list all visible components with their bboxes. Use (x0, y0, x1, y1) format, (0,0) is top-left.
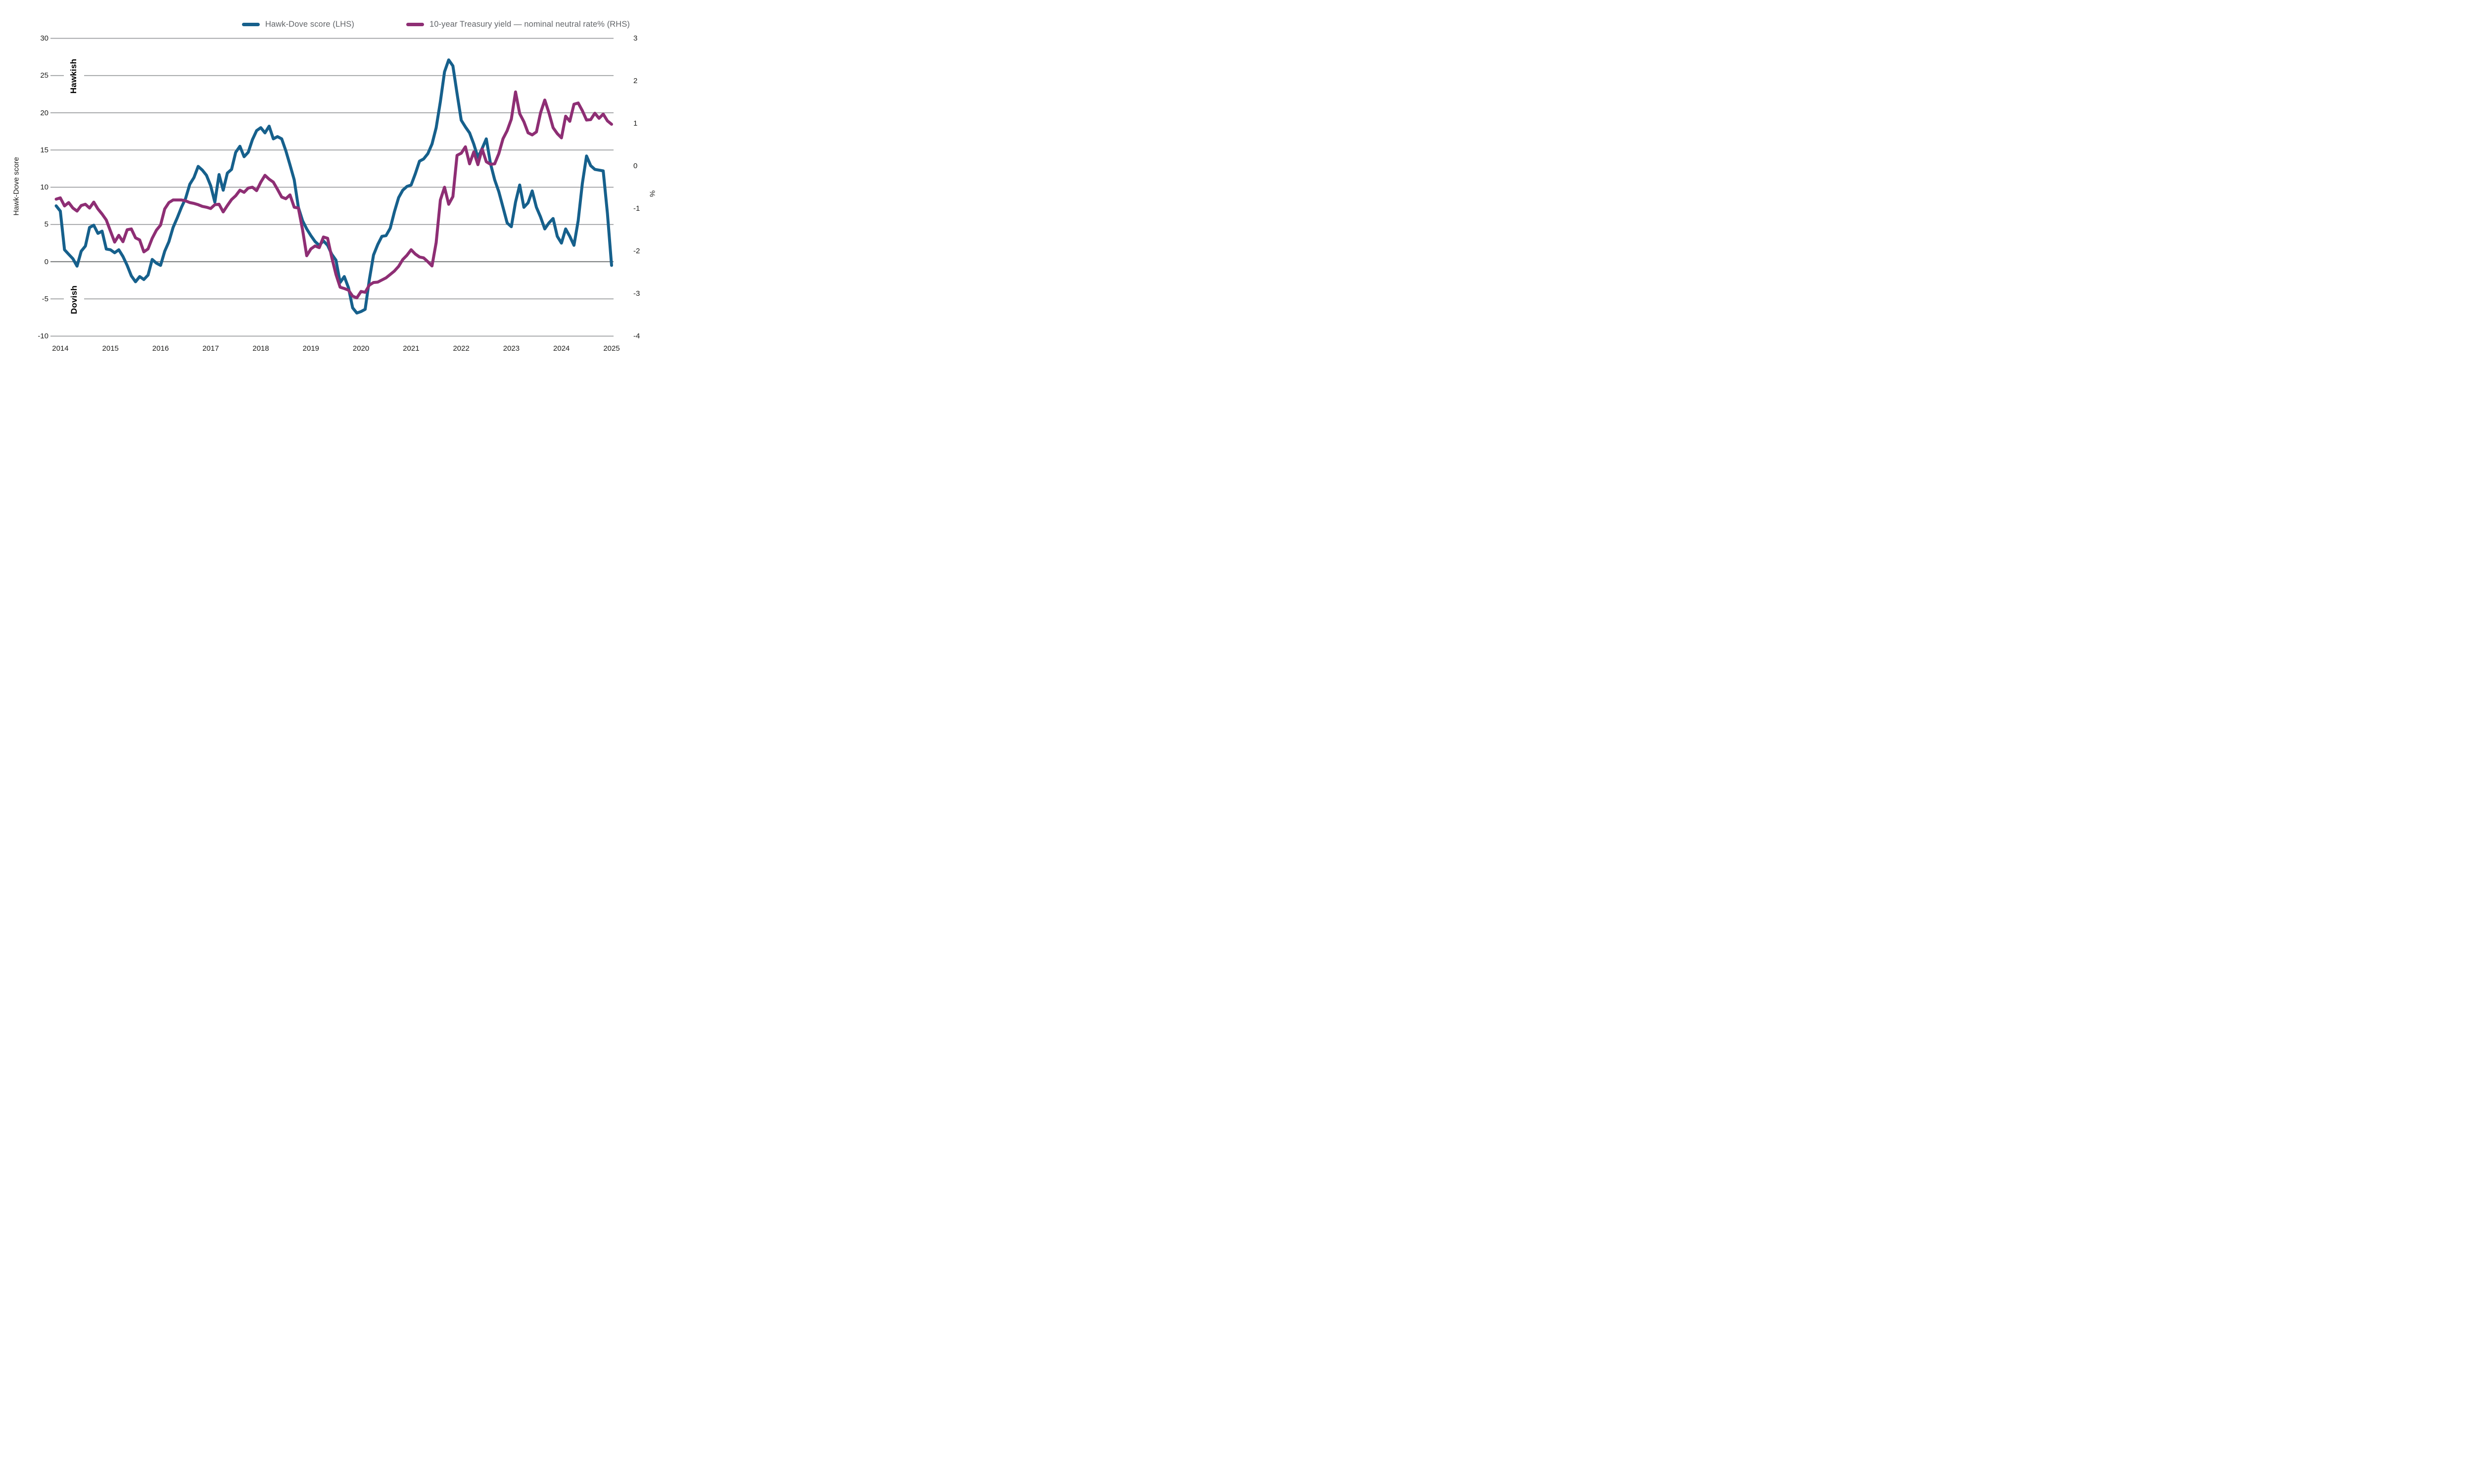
x-axis-label-2023: 2023 (503, 344, 520, 353)
y-axis-left-tick-5: 5 (44, 220, 48, 229)
dovish-zone-annotation: Dovish (64, 277, 84, 323)
dovish-label: Dovish (69, 285, 79, 314)
legend: Hawk-Dove score (LHS) 10-year Treasury y… (0, 19, 660, 30)
y-axis-right-tick--2: -2 (633, 247, 640, 255)
y-axis-right-tick--4: -4 (633, 332, 640, 340)
x-axis-label-2024: 2024 (553, 344, 570, 353)
hawkish-label: Hawkish (69, 58, 79, 94)
x-axis-label-2016: 2016 (152, 344, 169, 353)
y-axis-left-tick-30: 30 (40, 34, 48, 43)
y-axis-right-tick-1: 1 (633, 119, 638, 128)
y-axis-right-tick--3: -3 (633, 289, 640, 298)
x-axis-label-2014: 2014 (52, 344, 69, 353)
legend-item-treasury-yield: 10-year Treasury yield — nominal neutral… (406, 19, 630, 30)
x-axis-label-2020: 2020 (352, 344, 370, 353)
y-axis-left-tick-15: 15 (40, 145, 48, 154)
y-axis-right-tick-0: 0 (633, 162, 638, 170)
y-axis-right-tick-2: 2 (633, 77, 638, 85)
x-axis-label-2021: 2021 (403, 344, 420, 353)
right-axis-title: % (648, 190, 657, 197)
legend-swatch-hawk-dove-icon (242, 22, 260, 26)
y-axis-right-tick-3: 3 (633, 34, 638, 43)
x-axis-label-2025: 2025 (603, 344, 620, 353)
chart-container: Hawk-Dove score (LHS) 10-year Treasury y… (0, 0, 660, 371)
legend-label-treasury-yield: 10-year Treasury yield — nominal neutral… (429, 19, 630, 29)
series-line-treasury-yield (54, 90, 613, 300)
hawkish-zone-annotation: Hawkish (64, 52, 84, 100)
y-axis-left-tick-25: 25 (40, 71, 48, 80)
y-axis-left-tick-10: 10 (40, 183, 48, 191)
y-axis-right-tick--1: -1 (633, 204, 640, 213)
x-axis-label-2017: 2017 (202, 344, 219, 353)
legend-label-hawk-dove-score: Hawk-Dove score (LHS) (265, 19, 354, 29)
y-axis-left-tick--10: -10 (38, 332, 48, 340)
x-axis-label-2015: 2015 (102, 344, 119, 353)
y-axis-left-tick-20: 20 (40, 108, 48, 117)
series-line-hawk-dove-score (54, 58, 613, 315)
plot-area (50, 38, 614, 337)
x-axis-label-2022: 2022 (453, 344, 470, 353)
legend-swatch-treasury-yield-icon (406, 22, 424, 26)
legend-item-hawk-dove-score: Hawk-Dove score (LHS) (242, 19, 354, 30)
x-axis-label-2019: 2019 (302, 344, 320, 353)
y-axis-left-tick-0: 0 (44, 257, 48, 266)
x-axis-label-2018: 2018 (252, 344, 269, 353)
y-axis-left-tick--5: -5 (42, 294, 48, 303)
